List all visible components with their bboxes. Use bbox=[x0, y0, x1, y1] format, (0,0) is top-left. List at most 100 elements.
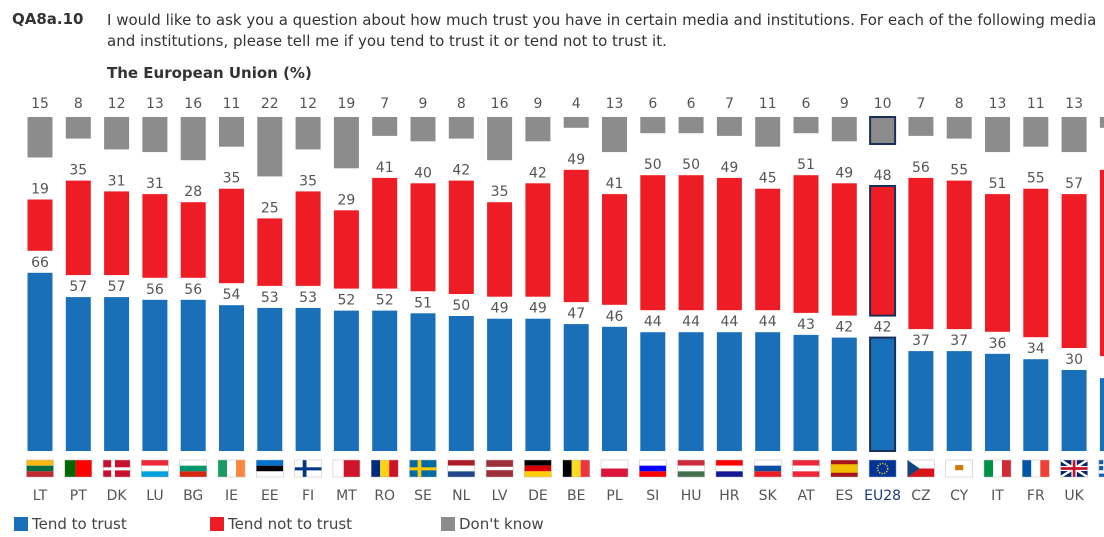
category-label-de: DE bbox=[528, 488, 548, 504]
flag-es-icon bbox=[830, 459, 859, 478]
label-not-trust-sk: 45 bbox=[759, 171, 777, 187]
bar-trust-be bbox=[563, 324, 589, 451]
label-trust-cz: 37 bbox=[912, 333, 930, 349]
bar-dont-know-lt bbox=[27, 117, 53, 158]
bar-trust-ro bbox=[372, 310, 398, 451]
label-not-trust-cz: 56 bbox=[912, 160, 930, 176]
bar-not-trust-uk bbox=[1061, 194, 1087, 348]
bar-not-trust-lv bbox=[487, 202, 513, 297]
category-label-hu: HU bbox=[681, 488, 702, 504]
flag-lu-icon bbox=[141, 459, 169, 478]
bar-dont-know-be bbox=[563, 117, 589, 128]
bar-not-trust-ro bbox=[372, 177, 398, 289]
category-label-uk: UK bbox=[1064, 488, 1084, 504]
bar-dont-know-ie bbox=[219, 117, 244, 147]
label-dont-know-se: 9 bbox=[419, 96, 428, 112]
bar-trust-ee bbox=[257, 307, 283, 451]
label-not-trust-it: 51 bbox=[989, 176, 1007, 192]
label-dont-know-si: 6 bbox=[648, 96, 657, 112]
label-dont-know-fi: 12 bbox=[299, 96, 317, 112]
label-trust-ro: 52 bbox=[376, 293, 394, 309]
label-dont-know-be: 4 bbox=[572, 96, 581, 112]
flag-hu-icon bbox=[677, 459, 705, 478]
category-label-pl: PL bbox=[606, 488, 622, 504]
label-not-trust-bg: 28 bbox=[184, 184, 202, 200]
category-label-ro: RO bbox=[374, 488, 395, 504]
legend-label-dont-know: Don't know bbox=[459, 515, 544, 533]
label-not-trust-nl: 42 bbox=[452, 163, 470, 179]
bar-not-trust-hu bbox=[678, 175, 704, 311]
flag-at-icon bbox=[792, 459, 820, 478]
label-not-trust-se: 40 bbox=[414, 165, 432, 181]
label-trust-ie: 54 bbox=[223, 287, 241, 303]
bar-trust-pl bbox=[602, 326, 627, 451]
label-dont-know-es: 9 bbox=[840, 96, 849, 112]
label-dont-know-cy: 8 bbox=[955, 96, 964, 112]
bar-trust-hu bbox=[678, 332, 704, 451]
bar-dont-know-hu bbox=[678, 117, 704, 134]
legend-label-not-trust: Tend not to trust bbox=[228, 515, 353, 533]
label-dont-know-uk: 13 bbox=[1065, 96, 1083, 112]
bar-not-trust-cy bbox=[946, 180, 972, 330]
label-not-trust-at: 51 bbox=[797, 157, 815, 173]
bar-not-trust-si bbox=[640, 175, 666, 311]
label-trust-pl: 46 bbox=[606, 309, 624, 325]
legend-item-trust: Tend to trust bbox=[14, 515, 127, 533]
flag-mt-icon bbox=[332, 459, 361, 478]
flag-cy-icon bbox=[945, 459, 973, 478]
bar-not-trust-ie bbox=[219, 188, 244, 284]
bar-trust-sk bbox=[755, 332, 781, 451]
flag-de-icon bbox=[524, 459, 552, 478]
legend-swatch-not-trust bbox=[210, 517, 224, 531]
category-label-lt: LT bbox=[33, 488, 48, 504]
label-dont-know-pt: 8 bbox=[74, 96, 83, 112]
label-dont-know-eu28: 10 bbox=[874, 96, 892, 112]
label-not-trust-eu28: 48 bbox=[874, 168, 892, 184]
category-label-eu28: EU28 bbox=[864, 488, 901, 504]
bar-trust-it bbox=[985, 353, 1010, 451]
flag-bg-icon bbox=[179, 459, 207, 478]
bar-not-trust-sk bbox=[755, 188, 781, 311]
bar-trust-es bbox=[831, 337, 857, 451]
label-trust-ee: 53 bbox=[261, 290, 279, 306]
legend-label-trust: Tend to trust bbox=[32, 515, 127, 533]
category-label-hr: HR bbox=[719, 488, 740, 504]
label-not-trust-lu: 31 bbox=[146, 176, 164, 192]
bar-trust-el bbox=[1099, 378, 1104, 451]
bar-dont-know-fi bbox=[295, 117, 321, 150]
label-trust-eu28: 42 bbox=[874, 320, 892, 336]
category-label-it: IT bbox=[991, 488, 1004, 504]
label-dont-know-it: 13 bbox=[989, 96, 1007, 112]
bar-not-trust-lt bbox=[27, 199, 53, 251]
flag-si-icon bbox=[639, 459, 667, 478]
category-label-es: ES bbox=[835, 488, 853, 504]
bar-dont-know-at bbox=[793, 117, 819, 134]
bar-dont-know-bg bbox=[180, 117, 206, 161]
bar-trust-eu28 bbox=[869, 336, 897, 453]
label-not-trust-de: 42 bbox=[529, 165, 547, 181]
bar-dont-know-es bbox=[831, 117, 857, 142]
bar-not-trust-at bbox=[793, 175, 819, 313]
bar-dont-know-lu bbox=[142, 117, 168, 153]
label-not-trust-fi: 35 bbox=[299, 173, 317, 189]
category-label-dk: DK bbox=[107, 488, 128, 504]
bar-trust-at bbox=[793, 334, 819, 451]
label-not-trust-ee: 25 bbox=[261, 200, 279, 216]
legend-swatch-dont-know bbox=[441, 517, 455, 531]
bar-trust-dk bbox=[104, 297, 130, 451]
flag-hr-icon bbox=[715, 459, 744, 478]
label-dont-know-dk: 12 bbox=[108, 96, 126, 112]
label-trust-cy: 37 bbox=[950, 333, 968, 349]
category-label-sk: SK bbox=[759, 488, 778, 504]
label-trust-pt: 57 bbox=[69, 279, 87, 295]
label-not-trust-pt: 35 bbox=[69, 163, 87, 179]
label-not-trust-ro: 41 bbox=[376, 160, 394, 176]
bar-dont-know-dk bbox=[104, 117, 130, 150]
label-dont-know-ee: 22 bbox=[261, 96, 279, 112]
flag-dk-icon bbox=[102, 459, 131, 478]
label-trust-dk: 57 bbox=[108, 279, 126, 295]
label-not-trust-cy: 55 bbox=[950, 163, 968, 179]
bar-dont-know-eu28 bbox=[869, 116, 897, 145]
bar-trust-uk bbox=[1061, 370, 1087, 451]
